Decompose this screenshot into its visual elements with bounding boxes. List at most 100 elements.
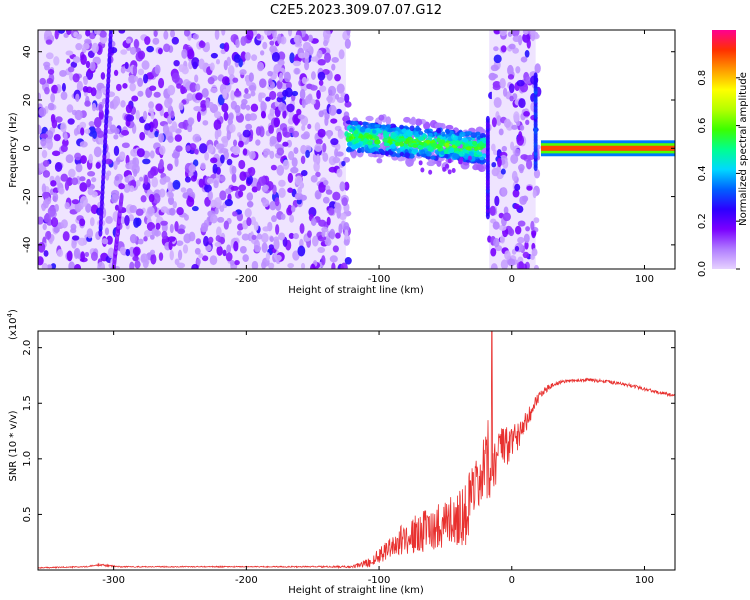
- noise-blob: [77, 237, 87, 247]
- noise-blob: [137, 90, 144, 97]
- noise-blob: [169, 30, 176, 38]
- noise-blob: [47, 69, 55, 75]
- spectrogram-heatmap: [38, 30, 675, 269]
- noise-blob: [229, 259, 235, 266]
- noise-blob: [174, 134, 183, 142]
- noise-blob: [216, 143, 225, 150]
- noise-blob: [133, 168, 138, 177]
- noise-blob: [249, 113, 258, 121]
- signal-cell: [399, 141, 404, 147]
- noise-blob: [285, 81, 292, 90]
- noise-blob: [146, 206, 155, 217]
- signal-cell: [382, 130, 388, 136]
- noise-blob: [38, 216, 44, 225]
- noise-blob: [262, 199, 270, 208]
- signal-cell: [372, 129, 377, 134]
- noise-blob: [334, 202, 341, 209]
- noise-blob: [525, 226, 530, 232]
- noise-blob: [79, 121, 87, 129]
- noise-blob: [201, 88, 209, 98]
- noise-blob: [534, 63, 541, 74]
- signal-cell: [436, 127, 442, 134]
- noise-blob: [73, 247, 81, 258]
- noise-blob: [317, 128, 326, 138]
- noise-blob: [330, 138, 339, 146]
- spectrogram-x-tick-label: -100: [368, 274, 391, 285]
- signal-cell: [461, 137, 468, 143]
- noise-blob: [240, 36, 247, 47]
- noise-blob: [60, 144, 68, 153]
- noise-blob: [507, 31, 513, 37]
- noise-blob: [248, 166, 256, 177]
- noise-blob: [502, 87, 508, 97]
- signal-tail: [447, 169, 452, 175]
- noise-blob: [237, 223, 244, 231]
- noise-blob: [167, 181, 173, 193]
- noise-blob: [89, 61, 96, 72]
- noise-blob: [499, 77, 506, 89]
- noise-blob: [50, 217, 59, 228]
- colorbar-tick-label: 0.0: [697, 261, 708, 277]
- noise-blob: [329, 228, 336, 240]
- noise-blob: [95, 162, 101, 169]
- noise-blob: [287, 204, 293, 214]
- noise-blob: [223, 42, 230, 52]
- noise-blob: [84, 38, 92, 45]
- noise-blob: [198, 58, 205, 70]
- noise-blob: [104, 158, 113, 165]
- noise-blob: [163, 30, 169, 40]
- signal-cell: [449, 140, 456, 145]
- noise-blob: [510, 154, 519, 164]
- noise-blob: [120, 100, 126, 108]
- signal-halo: [342, 115, 351, 122]
- noise-blob: [60, 122, 67, 133]
- noise-blob: [526, 154, 535, 161]
- noise-blob: [520, 154, 529, 160]
- noise-blob: [514, 148, 521, 157]
- noise-blob: [493, 97, 502, 108]
- noise-blob: [195, 92, 203, 101]
- noise-blob: [244, 52, 251, 61]
- noise-blob: [490, 64, 499, 72]
- noise-blob: [67, 66, 75, 73]
- noise-blob: [492, 84, 501, 91]
- noise-blob: [120, 49, 128, 55]
- noise-blob: [512, 189, 520, 198]
- noise-blob: [139, 176, 144, 182]
- noise-blob: [89, 32, 96, 40]
- noise-blob: [283, 71, 291, 83]
- noise-blob: [232, 77, 239, 83]
- noise-blob: [234, 259, 240, 266]
- noise-blob: [309, 84, 318, 91]
- noise-blob: [139, 131, 146, 141]
- noise-blob: [490, 263, 498, 269]
- signal-cell: [444, 153, 449, 159]
- noise-blob: [302, 41, 312, 52]
- noise-blob: [493, 30, 501, 35]
- noise-blob: [508, 228, 515, 237]
- signal-cell: [358, 121, 363, 126]
- noise-blob: [74, 152, 82, 161]
- noise-blob: [315, 171, 321, 178]
- noise-blob: [303, 131, 310, 139]
- snr-y-tick-label: 0.5: [22, 506, 33, 522]
- noise-blob: [135, 109, 140, 120]
- noise-blob: [66, 58, 71, 64]
- noise-blob: [278, 232, 286, 241]
- snr-panel: -300 -200 -100 0 100 0.5 1.0 1.5 2.0 Height of …: [6, 309, 676, 596]
- noise-blob: [114, 175, 120, 181]
- noise-blob: [322, 196, 330, 204]
- noise-blob: [251, 260, 259, 269]
- noise-blob: [291, 157, 298, 168]
- noise-blob: [217, 216, 225, 223]
- noise-blob: [125, 114, 135, 122]
- noise-blob: [269, 90, 277, 100]
- noise-blob: [59, 70, 67, 77]
- noise-blob: [68, 168, 76, 178]
- noise-blob: [155, 222, 161, 230]
- noise-blob: [162, 176, 171, 183]
- noise-blob: [300, 262, 306, 269]
- signal-cell: [387, 128, 394, 133]
- noise-blob: [346, 30, 351, 36]
- noise-blob: [330, 118, 338, 124]
